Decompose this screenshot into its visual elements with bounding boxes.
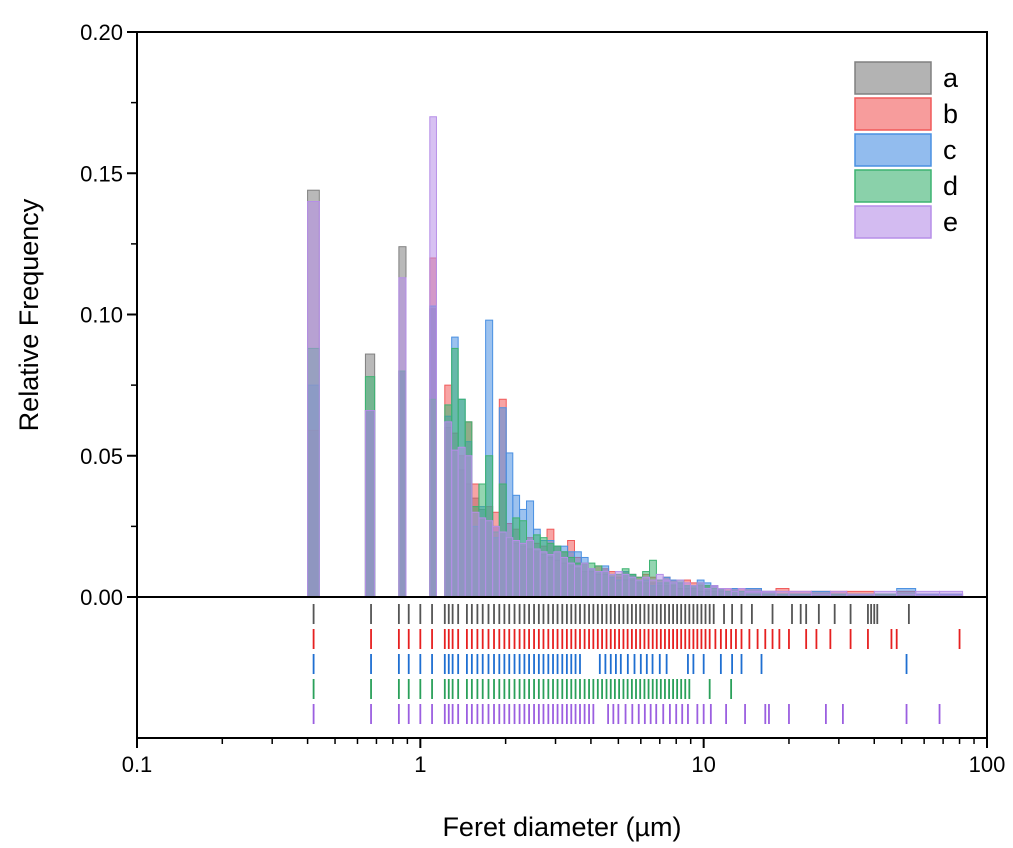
bar-e-40 [662, 579, 671, 598]
legend-swatch-d [854, 169, 932, 203]
x-tick-label: 1 [414, 752, 426, 777]
bar-e-37 [642, 576, 651, 598]
bar-e-42 [676, 579, 685, 598]
rug-layer [312, 604, 961, 724]
bar-e-28 [580, 562, 589, 598]
bar-e-8 [444, 421, 453, 598]
bar-e-10 [457, 446, 466, 598]
bar-e-16 [498, 531, 507, 598]
bar-e-23 [546, 554, 555, 598]
y-axis: 0.00 0.05 0.10 0.15 0.20 [80, 20, 137, 610]
bar-e-19 [519, 542, 528, 598]
bar-e-43 [683, 582, 691, 598]
legend-label-b: b [943, 99, 958, 129]
bar-e-6 [429, 116, 437, 598]
bar-e-12 [471, 511, 480, 598]
rug-d [312, 679, 733, 699]
bar-e-0 [307, 201, 320, 598]
legend-label-d: d [943, 171, 958, 201]
bar-e-49 [724, 588, 732, 598]
legend-swatch-c [854, 133, 932, 167]
y-tick-label: 0.15 [80, 161, 123, 186]
x-tick-label: 100 [969, 752, 1006, 777]
bar-e-35 [628, 576, 637, 598]
legend-swatch-a [854, 61, 932, 95]
legend-swatch-e [854, 205, 932, 239]
bar-e-18 [512, 540, 521, 598]
legend-label-c: c [943, 135, 957, 165]
bar-e-11 [464, 455, 473, 598]
bar-e-32 [608, 573, 616, 598]
bar-e-48 [717, 588, 726, 598]
bar-e-31 [601, 571, 610, 598]
legend-label-e: e [943, 207, 958, 237]
y-tick-label: 0.00 [80, 585, 123, 610]
bar-e-34 [621, 573, 630, 598]
bar-e-30 [594, 571, 603, 598]
rug-a [312, 604, 910, 624]
x-tick-label: 0.1 [122, 752, 153, 777]
y-tick-label: 0.10 [80, 303, 123, 328]
legend-swatch-b [854, 97, 932, 131]
bar-e-4 [398, 277, 407, 598]
x-axis: 0.1 1 10 100 [122, 738, 1006, 777]
bar-e-51 [737, 588, 746, 598]
bar-e-17 [505, 537, 514, 598]
bar-e-27 [573, 565, 582, 598]
x-tick-label: 10 [691, 752, 715, 777]
bar-e-15 [492, 525, 500, 598]
bar-e-38 [649, 579, 657, 598]
bar-e-13 [478, 517, 487, 598]
bar-e-22 [539, 551, 548, 598]
bar-e-47 [710, 585, 719, 598]
bar-e-21 [533, 548, 541, 598]
bar-e-26 [567, 562, 575, 598]
x-axis-title: Feret diameter (µm) [442, 812, 681, 842]
y-axis-title: Relative Frequency [14, 198, 44, 431]
bar-e-9 [451, 449, 459, 598]
bar-e-45 [696, 582, 705, 598]
bar-e-39 [655, 573, 664, 598]
bar-e-33 [614, 571, 623, 598]
bar-e-25 [560, 556, 569, 598]
bar-e-24 [553, 551, 562, 598]
bar-e-2 [364, 410, 376, 598]
bar-e-36 [635, 579, 644, 598]
rug-e [312, 704, 941, 724]
bar-e-14 [485, 520, 494, 598]
bar-e-46 [703, 588, 712, 598]
bar-e-44 [689, 585, 698, 598]
y-tick-label: 0.05 [80, 444, 123, 469]
rug-c [312, 654, 908, 674]
bar-e-20 [526, 540, 535, 598]
rug-b [312, 629, 961, 649]
y-tick-label: 0.20 [80, 20, 123, 45]
legend-label-a: a [943, 63, 959, 93]
bar-e-29 [587, 568, 596, 598]
bar-e-41 [669, 582, 678, 598]
